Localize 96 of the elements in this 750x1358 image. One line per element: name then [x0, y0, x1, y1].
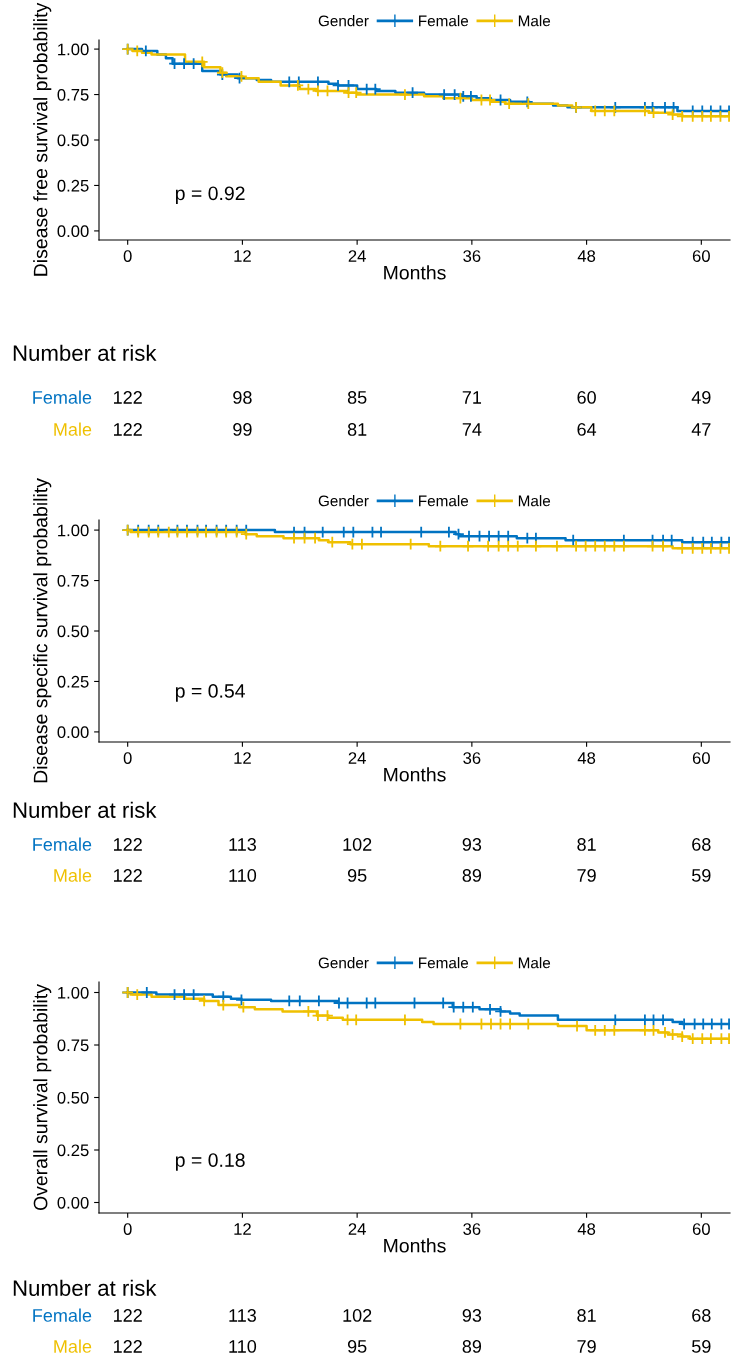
text: 59	[692, 1340, 711, 1353]
y-tick-label: 1.00	[58, 524, 89, 537]
text: 122	[114, 423, 142, 436]
text: 102	[343, 1309, 372, 1322]
x-tick-label: 36	[463, 250, 481, 262]
x-axis-title: Months	[384, 1238, 446, 1253]
text: Female	[33, 390, 92, 404]
text: 99	[233, 423, 252, 436]
text: Male	[54, 422, 92, 436]
y-tick-label: 1.00	[58, 43, 89, 56]
legend-label: Male	[518, 957, 551, 969]
y-tick-label: 0.00	[57, 1196, 89, 1209]
x-axis-title: Months	[384, 767, 446, 782]
y-tick-label: 0.50	[57, 134, 89, 147]
y-axis-title: Disease specific survival probability	[33, 478, 52, 783]
text: 49	[691, 391, 711, 404]
y-axis-title: Overall survival probability	[33, 984, 52, 1211]
text: 122	[114, 1340, 142, 1353]
x-tick-label: 24	[348, 250, 366, 262]
text: 79	[577, 1340, 596, 1353]
y-axis-title: Disease free survival probability	[33, 2, 52, 276]
legend-title: Gender	[318, 15, 369, 27]
x-tick-label: 60	[692, 1223, 710, 1235]
legend-label: Female	[419, 15, 469, 27]
x-tick-label: 36	[463, 1223, 481, 1235]
text: Number at risk	[13, 1279, 157, 1296]
text: 64	[577, 423, 597, 436]
text: 98	[233, 391, 252, 404]
text: 113	[229, 838, 257, 851]
x-tick-label: 12	[234, 752, 251, 764]
text: 95	[347, 1340, 367, 1353]
legend-label: Female	[419, 957, 469, 969]
x-axis-title: Months	[384, 265, 446, 280]
text: 122	[114, 391, 142, 404]
y-tick-label: 0.75	[57, 1039, 89, 1052]
text: 68	[692, 1309, 711, 1322]
x-tick-label: 24	[348, 1223, 366, 1235]
annotation: p = 0.92	[175, 186, 245, 205]
x-tick-label: 0	[123, 752, 132, 764]
text: 81	[577, 1309, 596, 1322]
y-tick-label: 0.50	[57, 625, 89, 638]
text: 74	[462, 423, 482, 436]
text: 89	[462, 1340, 482, 1353]
text: 113	[229, 1309, 257, 1322]
y-tick-label: 0.50	[57, 1091, 89, 1104]
x-tick-label: 60	[692, 752, 710, 764]
text: 47	[691, 423, 711, 436]
text: 122	[114, 869, 142, 882]
y-tick-label: 0.75	[57, 574, 89, 587]
text: Female	[33, 837, 92, 851]
legend-title: Gender	[318, 495, 369, 507]
text: 85	[347, 391, 367, 404]
x-tick-label: 48	[577, 1223, 596, 1235]
text: 122	[114, 1309, 142, 1322]
text: 71	[462, 391, 482, 404]
text: Male	[54, 868, 92, 882]
legend-title: Gender	[318, 957, 369, 969]
y-tick-label: 0.25	[57, 675, 89, 688]
x-tick-label: 0	[123, 1223, 132, 1235]
text: 89	[462, 869, 482, 882]
text: 110	[229, 869, 257, 882]
text: 60	[577, 391, 596, 404]
legend-label: Male	[518, 15, 551, 27]
text: 68	[692, 838, 711, 851]
text: Male	[54, 1339, 92, 1353]
text: 95	[347, 869, 367, 882]
x-tick-label: 60	[692, 250, 710, 262]
x-tick-label: 48	[577, 250, 596, 262]
annotation: p = 0.18	[175, 1153, 245, 1171]
y-tick-label: 0.25	[57, 179, 89, 192]
x-tick-label: 24	[348, 752, 366, 764]
text: 93	[462, 1309, 482, 1322]
legend-label: Female	[419, 495, 469, 507]
y-tick-label: 0.00	[57, 726, 89, 739]
annotation: p = 0.54	[175, 684, 245, 702]
text: 122	[114, 838, 142, 851]
y-tick-label: 0.00	[57, 225, 89, 238]
text: Female	[33, 1308, 92, 1322]
text: Number at risk	[13, 344, 157, 361]
x-tick-label: 12	[234, 250, 251, 262]
y-tick-label: 0.25	[57, 1144, 89, 1157]
x-tick-label: 0	[123, 250, 132, 262]
text: Number at risk	[13, 801, 157, 818]
text: 81	[347, 423, 367, 436]
text: 102	[343, 838, 372, 851]
y-tick-label: 0.75	[57, 88, 89, 101]
legend-label: Male	[518, 495, 551, 507]
x-tick-label: 12	[234, 1223, 251, 1235]
text: 110	[229, 1340, 257, 1353]
x-tick-label: 48	[577, 752, 596, 764]
text: 59	[692, 869, 711, 882]
text: 81	[577, 838, 596, 851]
x-tick-label: 36	[463, 752, 481, 764]
y-tick-label: 1.00	[58, 986, 89, 999]
text: 93	[462, 838, 482, 851]
text: 79	[577, 869, 596, 882]
